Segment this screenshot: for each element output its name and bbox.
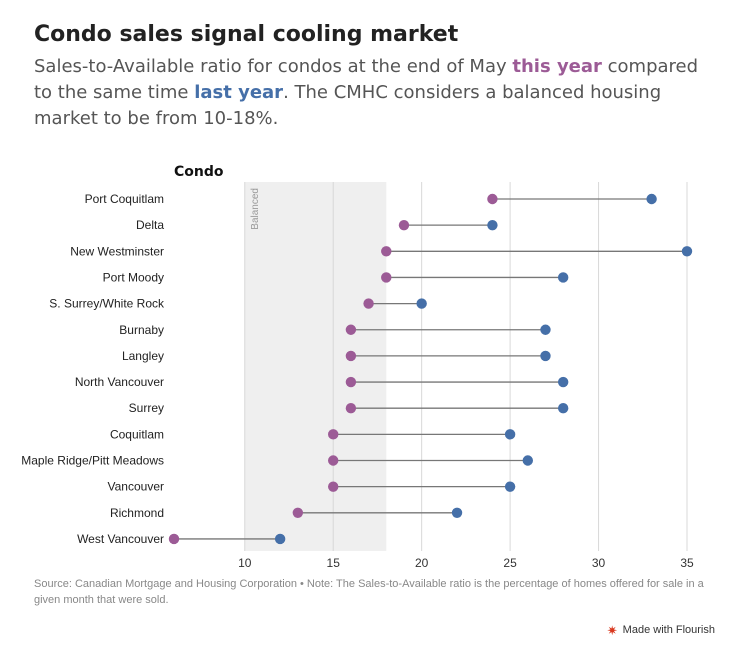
- source-note: Source: Canadian Mortgage and Housing Co…: [34, 578, 704, 606]
- last-year-dot: [522, 455, 533, 466]
- category-label: New Westminster: [70, 244, 164, 258]
- last-year-dot: [557, 403, 569, 414]
- category-label: Delta: [136, 218, 164, 232]
- category-label: Coquitlam: [110, 427, 164, 441]
- subtitle-text-1: Sales-to-Available ratio for condos at t…: [34, 56, 513, 77]
- category-label: Vancouver: [108, 480, 164, 494]
- this-year-dot: [168, 533, 180, 545]
- this-year-dot: [345, 376, 357, 388]
- chart-subtitle: Sales-to-Available ratio for condos at t…: [34, 54, 714, 132]
- category-label: S. Surrey/White Rock: [49, 297, 165, 311]
- this-year-dot: [345, 403, 357, 414]
- x-tick-label: 25: [503, 556, 517, 570]
- category-label: Maple Ridge/Pitt Meadows: [21, 454, 164, 468]
- this-year-dot: [328, 429, 339, 440]
- this-year-dot: [487, 193, 498, 205]
- category-label: Port Coquitlam: [85, 192, 164, 206]
- this-year-dot: [381, 272, 392, 283]
- last-year-dot: [557, 376, 569, 388]
- category-label: North Vancouver: [75, 375, 164, 389]
- legend-this-year: this year: [512, 56, 602, 77]
- x-tick-label: 35: [680, 556, 694, 570]
- x-tick-label: 10: [238, 556, 252, 570]
- flourish-logo-icon: ✷: [606, 622, 618, 638]
- last-year-dot: [504, 429, 516, 440]
- last-year-dot: [487, 219, 498, 231]
- this-year-dot: [328, 455, 339, 466]
- category-label: West Vancouver: [77, 532, 164, 546]
- last-year-dot: [681, 246, 693, 257]
- dot-range-chart: Balanced 10 15 20 25 30 35 Condo Port Coquitlam D…: [21, 164, 694, 570]
- last-year-dot: [416, 298, 427, 309]
- last-year-dot: [504, 481, 516, 492]
- this-year-dot: [328, 481, 339, 492]
- last-year-dot: [540, 350, 551, 362]
- last-year-dot: [540, 324, 551, 335]
- subtitle-text-2: compared to the same time: [34, 56, 699, 103]
- this-year-dot: [381, 246, 392, 257]
- subtitle-text-3: . The CMHC considers a balanced housing …: [34, 82, 662, 129]
- balanced-band-label: Balanced: [250, 188, 261, 230]
- category-label: Richmond: [110, 506, 164, 520]
- last-year-dot: [274, 533, 286, 545]
- category-label: Burnaby: [119, 323, 164, 337]
- this-year-dot: [292, 507, 304, 518]
- last-year-dot: [557, 272, 569, 283]
- x-tick-label: 15: [327, 556, 341, 570]
- last-year-dot: [646, 193, 657, 205]
- panel-title: Condo: [174, 164, 224, 180]
- last-year-dot: [451, 507, 463, 518]
- this-year-dot: [363, 298, 374, 309]
- category-label: Langley: [122, 349, 164, 363]
- this-year-dot: [345, 324, 357, 335]
- category-label: Port Moody: [103, 270, 164, 284]
- balanced-band: [244, 182, 387, 551]
- made-with-flourish-link[interactable]: ✷ Made with Flourish: [606, 622, 715, 638]
- chart-title: Condo sales signal cooling market: [34, 22, 459, 47]
- this-year-dot: [345, 350, 357, 362]
- brand-label: Made with Flourish: [622, 624, 715, 636]
- x-tick-label: 20: [415, 556, 429, 570]
- x-tick-label: 30: [592, 556, 606, 570]
- category-label: Surrey: [129, 401, 164, 415]
- legend-last-year: last year: [194, 82, 284, 103]
- this-year-dot: [398, 219, 410, 231]
